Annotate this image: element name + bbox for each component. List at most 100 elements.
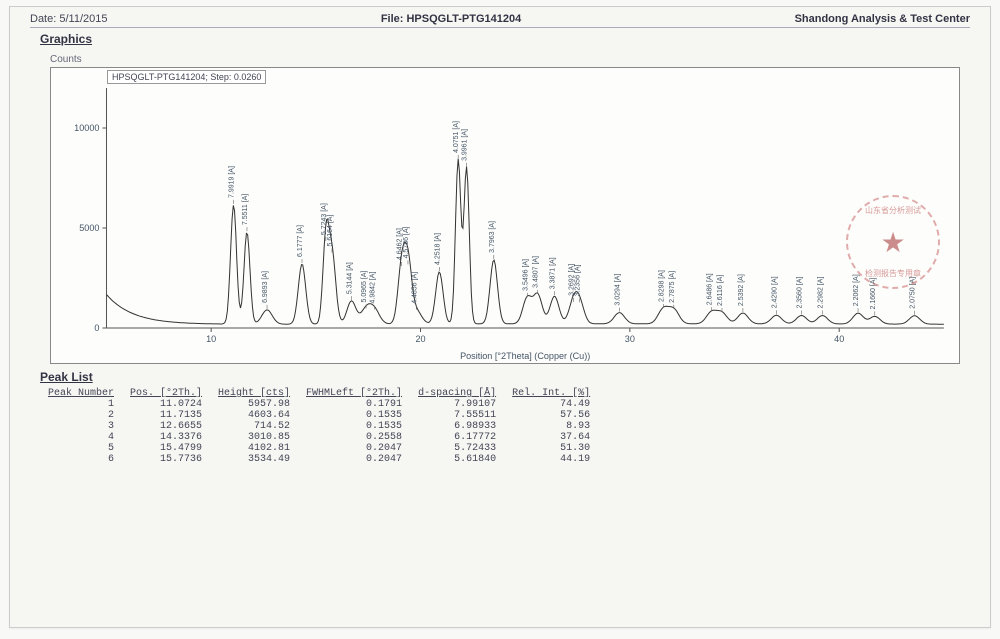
chart-caption: HPSQGLT-PTG141204; Step: 0.0260	[107, 70, 266, 84]
table-cell: 4603.64	[210, 410, 298, 421]
svg-text:7.5511 [A]: 7.5511 [A]	[242, 194, 249, 225]
svg-text:3.2356 [A]: 3.2356 [A]	[575, 265, 582, 297]
svg-text:2.3560 [A]: 2.3560 [A]	[796, 277, 803, 309]
table-cell: 51.30	[504, 443, 598, 454]
table-column-header: Height [cts]	[210, 388, 298, 399]
svg-text:3.3871 [A]: 3.3871 [A]	[549, 257, 556, 289]
svg-text:5000: 5000	[79, 223, 99, 233]
svg-text:Position [°2Theta] (Copper (Cu: Position [°2Theta] (Copper (Cu))	[460, 351, 590, 361]
svg-text:5.3144 [A]: 5.3144 [A]	[346, 262, 353, 294]
svg-text:4.0751 [A]: 4.0751 [A]	[453, 121, 460, 153]
svg-text:6.9893 [A]: 6.9893 [A]	[262, 271, 269, 303]
stamp-text-top: 山东省分析测试	[848, 205, 938, 216]
svg-text:5.6164 [A]: 5.6164 [A]	[327, 215, 334, 247]
svg-text:2.6486 [A]: 2.6486 [A]	[706, 273, 713, 305]
header-divider	[30, 27, 970, 28]
chart-frame: HPSQGLT-PTG141204; Step: 0.0260 0 5000 100…	[50, 67, 960, 364]
table-cell: 12.6655	[122, 421, 210, 432]
table-cell: 14.3376	[122, 432, 210, 443]
svg-text:20: 20	[415, 334, 425, 344]
table-row: 312.6655714.520.15356.989338.93	[40, 421, 598, 432]
svg-text:4.2518 [A]: 4.2518 [A]	[434, 233, 441, 265]
table-cell: 6	[40, 454, 122, 465]
table-cell: 4	[40, 432, 122, 443]
table-cell: 57.56	[504, 410, 598, 421]
table-cell: 1	[40, 399, 122, 410]
table-row: 211.71354603.640.15357.5551157.56	[40, 410, 598, 421]
svg-text:2.2062 [A]: 2.2062 [A]	[853, 274, 860, 306]
table-cell: 11.0724	[122, 399, 210, 410]
center-label: Shandong Analysis & Test Center	[795, 13, 970, 25]
svg-text:2.7875 [A]: 2.7875 [A]	[669, 271, 676, 303]
table-cell: 44.19	[504, 454, 598, 465]
table-row: 515.47994102.810.20475.7243351.30	[40, 443, 598, 454]
graphics-title: Graphics	[40, 32, 990, 46]
svg-text:4.5786 [A]: 4.5786 [A]	[403, 227, 410, 259]
xrd-chart: 0 5000 10000 10 20 30 40 Position [°2Theta] (Co…	[51, 68, 959, 363]
official-stamp: 山东省分析测试 ★ 检测报告专用章	[846, 195, 940, 289]
svg-text:10: 10	[206, 334, 216, 344]
table-cell: 714.52	[210, 421, 298, 432]
table-cell: 6.17772	[410, 432, 504, 443]
table-cell: 15.4799	[122, 443, 210, 454]
table-cell: 3534.49	[210, 454, 298, 465]
svg-text:2.2982 [A]: 2.2982 [A]	[817, 277, 824, 309]
svg-text:40: 40	[834, 334, 844, 344]
file-label: File: HPSQGLT-PTG141204	[381, 13, 521, 25]
table-row: 111.07245957.980.17917.9910774.49	[40, 399, 598, 410]
table-cell: 11.7135	[122, 410, 210, 421]
table-cell: 4102.81	[210, 443, 298, 454]
svg-text:3.4807 [A]: 3.4807 [A]	[533, 256, 540, 288]
table-row: 615.77363534.490.20475.6184044.19	[40, 454, 598, 465]
table-cell: 3	[40, 421, 122, 432]
table-cell: 5957.98	[210, 399, 298, 410]
svg-text:3.0294 [A]: 3.0294 [A]	[614, 274, 621, 306]
table-column-header: FWHMLeft [°2Th.]	[298, 388, 410, 399]
table-cell: 37.64	[504, 432, 598, 443]
svg-text:3.5496 [A]: 3.5496 [A]	[522, 259, 529, 291]
table-column-header: Rel. Int. [%]	[504, 388, 598, 399]
svg-text:10000: 10000	[74, 123, 99, 133]
stamp-text-bottom: 检测报告专用章	[848, 268, 938, 279]
peak-list-section: Peak List Peak NumberPos. [°2Th.]Height …	[40, 370, 960, 465]
peak-list-title: Peak List	[40, 370, 93, 384]
table-cell: 0.2047	[298, 443, 410, 454]
table-cell: 0.1535	[298, 410, 410, 421]
table-cell: 7.55511	[410, 410, 504, 421]
svg-text:7.9919 [A]: 7.9919 [A]	[229, 166, 236, 198]
table-cell: 0.1791	[298, 399, 410, 410]
table-cell: 5.61840	[410, 454, 504, 465]
table-cell: 3010.85	[210, 432, 298, 443]
table-column-header: Pos. [°2Th.]	[122, 388, 210, 399]
table-cell: 15.7736	[122, 454, 210, 465]
table-column-header: Peak Number	[40, 388, 122, 399]
report-page: Date: 5/11/2015 File: HPSQGLT-PTG141204 …	[9, 6, 991, 628]
svg-text:2.8298 [A]: 2.8298 [A]	[658, 270, 665, 302]
svg-text:2.6116 [A]: 2.6116 [A]	[717, 275, 724, 306]
svg-text:4.4856 [A]: 4.4856 [A]	[411, 272, 418, 304]
table-column-header: d-spacing [Å]	[410, 388, 504, 399]
svg-text:2.4290 [A]: 2.4290 [A]	[771, 276, 778, 308]
svg-text:5.0965 [A]: 5.0965 [A]	[361, 271, 368, 303]
table-cell: 8.93	[504, 421, 598, 432]
table-cell: 2	[40, 410, 122, 421]
table-cell: 5.72433	[410, 443, 504, 454]
table-cell: 0.2047	[298, 454, 410, 465]
table-cell: 7.99107	[410, 399, 504, 410]
svg-text:4.9842 [A]: 4.9842 [A]	[369, 272, 376, 304]
svg-text:6.1777 [A]: 6.1777 [A]	[297, 225, 304, 257]
stamp-star-icon: ★	[880, 226, 905, 259]
table-row: 414.33763010.850.25586.1777237.64	[40, 432, 598, 443]
peak-table: Peak NumberPos. [°2Th.]Height [cts]FWHML…	[40, 388, 598, 465]
svg-text:30: 30	[625, 334, 635, 344]
date-label: Date: 5/11/2015	[30, 13, 107, 25]
svg-text:0: 0	[94, 323, 99, 333]
counts-label: Counts	[50, 54, 990, 65]
table-cell: 0.1535	[298, 421, 410, 432]
svg-text:2.5392 [A]: 2.5392 [A]	[738, 274, 745, 306]
table-cell: 0.2558	[298, 432, 410, 443]
table-cell: 6.98933	[410, 421, 504, 432]
table-cell: 5	[40, 443, 122, 454]
header-row: Date: 5/11/2015 File: HPSQGLT-PTG141204 …	[10, 7, 990, 27]
table-cell: 74.49	[504, 399, 598, 410]
